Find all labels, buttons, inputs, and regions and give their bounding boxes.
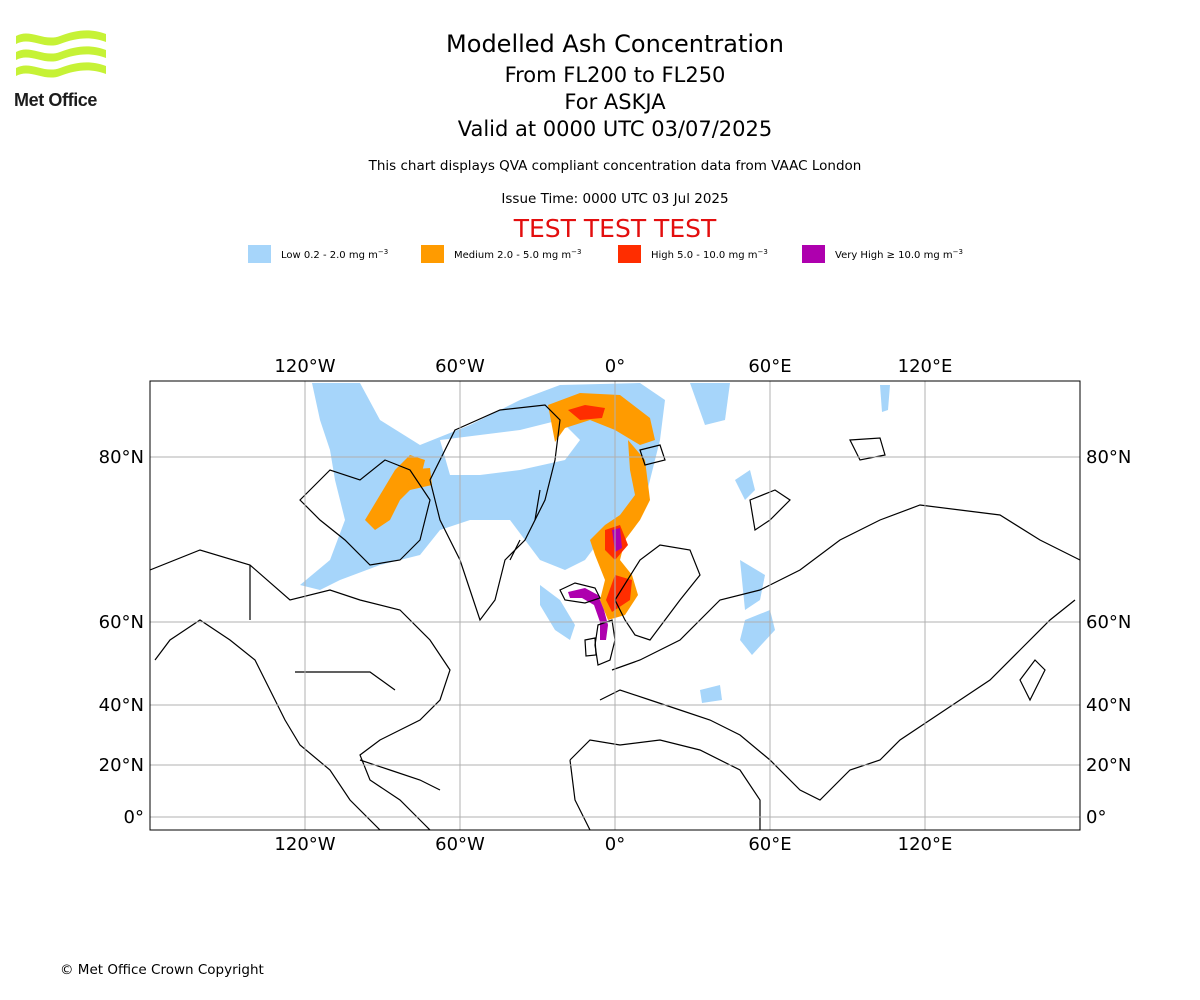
- lat-label-right-20n: 20°N: [1086, 755, 1131, 776]
- greenland-fjords: [509, 489, 541, 561]
- graticule: [150, 381, 1080, 830]
- legend-label-high: High 5.0 - 10.0 mg m−3: [651, 247, 768, 261]
- valid-time: Valid at 0000 UTC 03/07/2025: [457, 117, 773, 141]
- lon-label-top-60w: 60°W: [435, 356, 485, 377]
- scandinavia-coast: [614, 544, 701, 641]
- us-canada-border: [295, 671, 396, 691]
- legend-label-low: Low 0.2 - 2.0 mg m−3: [281, 247, 389, 261]
- legend-label-very-high: Very High ≥ 10.0 mg m−3: [835, 247, 963, 261]
- chart-title: Modelled Ash Concentration: [446, 30, 784, 58]
- lon-label-bottom-120e: 120°E: [898, 834, 953, 855]
- ireland-coast: [584, 637, 597, 657]
- legend-swatch-high: [618, 245, 641, 263]
- lon-label-top-60e: 60°E: [748, 356, 791, 377]
- lat-label-right-0: 0°: [1086, 807, 1106, 828]
- ash-concentration-map: 120°W 60°W 0° 60°E 120°E 120°W 60°W 0° 6…: [99, 356, 1132, 855]
- lat-label-left-0: 0°: [124, 807, 144, 828]
- legend-swatch-low: [248, 245, 271, 263]
- svalbard-coast: [639, 444, 666, 466]
- africa-coast: [569, 739, 761, 830]
- novaya-zemlya-coast: [749, 489, 791, 532]
- lat-label-left-80n: 80°N: [99, 447, 144, 468]
- legend-swatch-very-high: [802, 245, 825, 263]
- lat-label-right-60n: 60°N: [1086, 612, 1131, 633]
- legend-item-low: Low 0.2 - 2.0 mg m−3: [248, 244, 388, 264]
- coastlines: [150, 404, 1080, 830]
- copyright-notice: © Met Office Crown Copyright: [60, 962, 264, 978]
- lon-label-bottom-60e: 60°E: [748, 834, 791, 855]
- lon-label-bottom-60w: 60°W: [435, 834, 485, 855]
- japan-coast: [1019, 659, 1046, 702]
- eurasia-north-coast: [611, 504, 1080, 671]
- logo-text: Met Office: [14, 90, 98, 110]
- lat-label-left-60n: 60°N: [99, 612, 144, 633]
- lat-label-left-40n: 40°N: [99, 695, 144, 716]
- issue-time: Issue Time: 0000 UTC 03 Jul 2025: [501, 191, 729, 207]
- met-office-logo: Met Office: [14, 30, 110, 114]
- legend-item-medium: Medium 2.0 - 5.0 mg m−3: [421, 244, 581, 264]
- lon-label-bottom-0: 0°: [605, 834, 625, 855]
- eurasia-south-coast: [599, 599, 1076, 801]
- test-banner: TEST TEST TEST: [513, 214, 717, 243]
- lat-label-right-40n: 40°N: [1086, 695, 1131, 716]
- legend-item-very-high: Very High ≥ 10.0 mg m−3: [802, 244, 963, 264]
- lat-label-right-80n: 80°N: [1086, 447, 1131, 468]
- met-office-wave-logo-icon: [16, 30, 106, 78]
- lon-label-bottom-120w: 120°W: [274, 834, 335, 855]
- greenland-coast: [429, 404, 561, 622]
- north-america-coast: [150, 549, 451, 830]
- legend-swatch-medium: [421, 245, 444, 263]
- volcano-name: For ASKJA: [564, 90, 666, 114]
- lon-label-top-0: 0°: [605, 356, 625, 377]
- legend-item-high: High 5.0 - 10.0 mg m−3: [618, 244, 768, 264]
- chart-description: This chart displays QVA compliant concen…: [368, 158, 862, 174]
- canadian-arctic-coast: [299, 459, 431, 566]
- map-frame: [149, 380, 1081, 831]
- ash-low-layer: [300, 383, 890, 703]
- lat-label-left-20n: 20°N: [99, 755, 144, 776]
- russian-arctic-islands: [849, 437, 886, 461]
- legend-label-medium: Medium 2.0 - 5.0 mg m−3: [454, 247, 582, 261]
- flight-levels: From FL200 to FL250: [504, 63, 726, 87]
- iceland-coast: [559, 582, 601, 604]
- lon-label-top-120e: 120°E: [898, 356, 953, 377]
- legend: Low 0.2 - 2.0 mg m−3 Medium 2.0 - 5.0 mg…: [248, 244, 1008, 264]
- lon-label-top-120w: 120°W: [274, 356, 335, 377]
